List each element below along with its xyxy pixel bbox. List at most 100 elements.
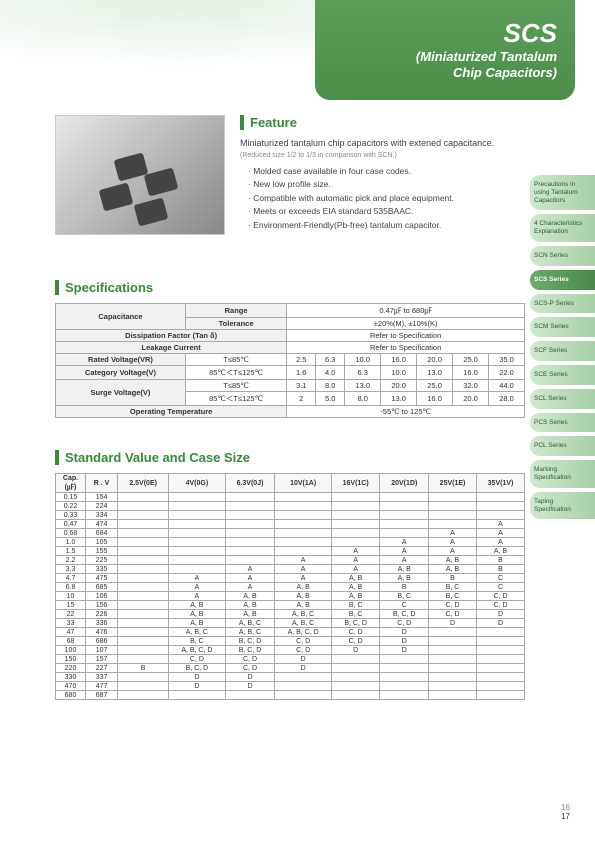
sidebar-tab[interactable]: SCN Series: [530, 246, 595, 266]
stdval-cell: C, D: [477, 601, 525, 610]
sidebar-tab[interactable]: SCM Series: [530, 317, 595, 337]
stdval-cap: 330: [56, 673, 86, 682]
stdval-table: Cap.(㎌)R . V2.5V(0E)4V(0G)6.3V(0J)10V(1A…: [55, 473, 525, 700]
stdval-cell: [169, 565, 225, 574]
stdval-cell: [331, 664, 380, 673]
stdval-cell: A, B: [225, 592, 275, 601]
sidebar-tab[interactable]: SCS Series: [530, 270, 595, 290]
stdval-cell: [118, 637, 169, 646]
stdval-cell: A: [429, 538, 477, 547]
stdval-cell: [118, 511, 169, 520]
stdval-cell: C, D: [429, 601, 477, 610]
spec-cell: 4.0: [316, 366, 345, 380]
stdval-cell: [429, 502, 477, 511]
spec-cell: 44.0: [488, 380, 524, 392]
stdval-row: 2.2225AAAA, BB: [56, 556, 525, 565]
stdval-cell: A, B, C: [225, 628, 275, 637]
stdval-cell: A, B, C: [275, 610, 331, 619]
spec-cell: 1.6: [287, 366, 316, 380]
stdval-cell: [275, 691, 331, 700]
stdval-code: 154: [86, 493, 118, 502]
stdval-cell: C, D: [331, 628, 380, 637]
stdval-cell: A, B: [225, 601, 275, 610]
stdval-cell: [477, 628, 525, 637]
stdval-code: 476: [86, 628, 118, 637]
stdval-cap: 22: [56, 610, 86, 619]
specs-table: Capacitance Range 0.47㎌ to 680㎌ Toleranc…: [55, 303, 525, 418]
stdval-cell: A, B: [169, 610, 225, 619]
stdval-cell: A: [169, 574, 225, 583]
stdval-cap: 3.3: [56, 565, 86, 574]
stdval-cell: A: [380, 556, 429, 565]
stdval-code: 224: [86, 502, 118, 511]
sidebar-tab[interactable]: SCF Series: [530, 341, 595, 361]
stdval-cell: A: [275, 565, 331, 574]
sidebar-tab[interactable]: 4 Characteristics Explanation: [530, 214, 595, 242]
stdval-cell: A: [477, 538, 525, 547]
stdval-row: 22226A, BA, BA, B, CB, CB, C, DC, DD: [56, 610, 525, 619]
spec-optemp-value: -55℃ to 125℃: [287, 406, 525, 418]
sidebar-tab[interactable]: SCS-P Series: [530, 294, 595, 314]
stdval-cell: [429, 664, 477, 673]
stdval-code: 475: [86, 574, 118, 583]
stdval-cell: [380, 529, 429, 538]
stdval-code: 157: [86, 655, 118, 664]
spec-cell: 10.0: [345, 354, 381, 366]
spec-cell: 13.0: [381, 392, 417, 406]
stdval-cell: A: [331, 565, 380, 574]
stdval-cell: [169, 691, 225, 700]
feature-item: New low profile size.: [248, 178, 520, 192]
sidebar-tab[interactable]: SCE Series: [530, 365, 595, 385]
stdval-code: 685: [86, 583, 118, 592]
stdval-cell: A, B: [169, 619, 225, 628]
stdval-cell: A: [477, 529, 525, 538]
stdval-code: 155: [86, 547, 118, 556]
sidebar-tab[interactable]: PCL Series: [530, 436, 595, 456]
spec-surge1-cond: T≤85℃: [185, 380, 286, 392]
stdval-code: 337: [86, 673, 118, 682]
stdval-row: 680687: [56, 691, 525, 700]
stdval-row: 0.68684AA: [56, 529, 525, 538]
stdval-cell: B, C, D: [225, 646, 275, 655]
stdval-volt-header: 20V(1D): [380, 474, 429, 493]
stdval-cell: C, D: [275, 637, 331, 646]
stdval-row: 6.8685AAA, BA, BBB, CC: [56, 583, 525, 592]
stdval-cell: [380, 691, 429, 700]
sidebar-tab[interactable]: SCL Series: [530, 389, 595, 409]
stdval-cell: A: [225, 565, 275, 574]
stdval-cell: [331, 529, 380, 538]
stdval-row: 330337DD: [56, 673, 525, 682]
stdval-code: 336: [86, 619, 118, 628]
stdval-cell: D: [429, 619, 477, 628]
feature-item: Molded case available in four case codes…: [248, 165, 520, 179]
stdval-heading: Standard Value and Case Size: [55, 450, 525, 465]
stdval-cap: 15: [56, 601, 86, 610]
stdval-row: 150157C, DC, DD: [56, 655, 525, 664]
sidebar-tab[interactable]: Precautions in using Tantalum Capacitors: [530, 175, 595, 210]
stdval-cell: [429, 628, 477, 637]
stdval-cell: [118, 628, 169, 637]
stdval-volt-header: 35V(1V): [477, 474, 525, 493]
stdval-cell: C, D: [380, 619, 429, 628]
stdval-cell: [275, 547, 331, 556]
stdval-cell: B, C, D: [169, 664, 225, 673]
stdval-cell: B: [380, 583, 429, 592]
spec-df-label: Dissipation Factor (Tan δ): [56, 330, 287, 342]
sidebar-tab[interactable]: Marking Specification: [530, 460, 595, 488]
stdval-cell: A: [225, 583, 275, 592]
stdval-cell: A: [169, 583, 225, 592]
stdval-cell: [118, 646, 169, 655]
page-prev: 16: [561, 803, 570, 812]
stdval-volt-header: 2.5V(0E): [118, 474, 169, 493]
stdval-cell: A, B, C, D: [275, 628, 331, 637]
stdval-volt-header: 10V(1A): [275, 474, 331, 493]
stdval-code: 106: [86, 592, 118, 601]
stdval-cell: B, C, D: [380, 610, 429, 619]
stdval-cell: A: [331, 556, 380, 565]
spec-range-value: 0.47㎌ to 680㎌: [287, 304, 525, 318]
sidebar-tab[interactable]: PCS Series: [530, 413, 595, 433]
stdval-cell: A, B: [429, 565, 477, 574]
sidebar-tab[interactable]: Taping Specification: [530, 492, 595, 520]
stdval-cell: [118, 556, 169, 565]
feature-section: Feature Miniaturized tantalum chip capac…: [240, 115, 520, 233]
